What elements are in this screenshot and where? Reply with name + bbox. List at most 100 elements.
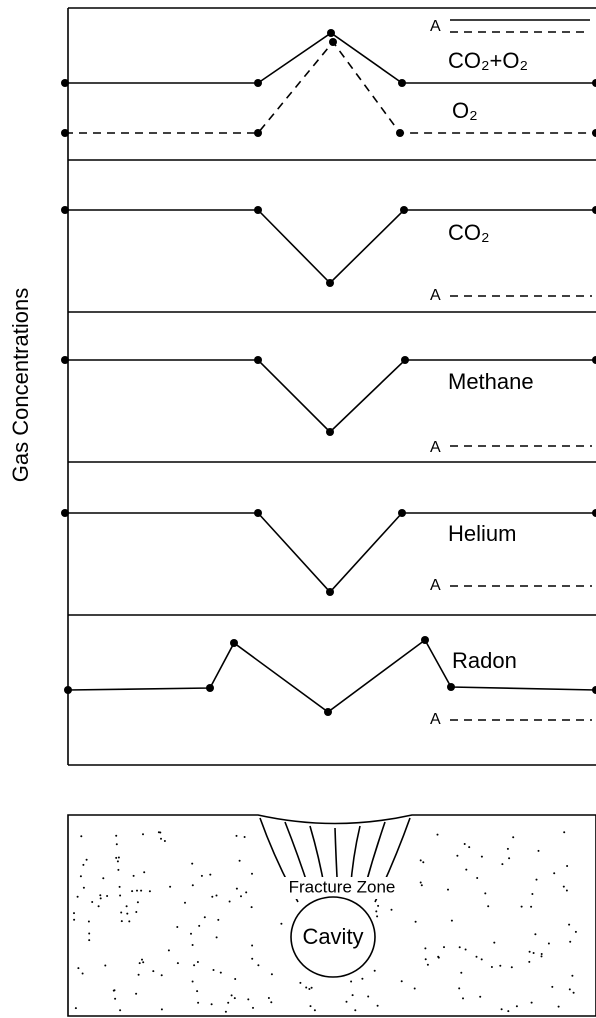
- stipple-dot: [499, 965, 501, 967]
- stipple-dot: [257, 964, 259, 966]
- stipple-dot: [137, 901, 139, 903]
- stipple-dot: [530, 906, 532, 908]
- stipple-dot: [251, 906, 253, 908]
- stipple-dot: [541, 953, 543, 955]
- stipple-dot: [305, 987, 307, 989]
- stipple-dot: [462, 997, 464, 999]
- stipple-dot: [422, 861, 424, 863]
- profile-point: [230, 639, 238, 647]
- stipple-dot: [164, 840, 166, 842]
- stipple-dot: [479, 996, 481, 998]
- stipple-dot: [168, 949, 170, 951]
- stipple-dot: [159, 832, 161, 834]
- profile-point: [254, 206, 262, 214]
- stipple-dot: [481, 856, 483, 858]
- stipple-dot: [464, 843, 466, 845]
- stipple-dot: [553, 872, 555, 874]
- stipple-dot: [476, 877, 478, 879]
- stipple-dot: [251, 945, 253, 947]
- stipple-dot: [88, 939, 90, 941]
- stipple-dot: [82, 864, 84, 866]
- stipple-dot: [458, 987, 460, 989]
- stipple-dot: [501, 1008, 503, 1010]
- stipple-dot: [310, 1005, 312, 1007]
- stipple-dot: [350, 981, 352, 983]
- stipple-dot: [99, 894, 101, 896]
- stipple-dot: [551, 986, 553, 988]
- profile-point: [254, 129, 262, 137]
- stipple-dot: [77, 896, 79, 898]
- stipple-dot: [247, 998, 249, 1000]
- stipple-dot: [541, 955, 543, 957]
- stipple-dot: [573, 992, 575, 994]
- stipple-dot: [177, 962, 179, 964]
- stipple-dot: [493, 942, 495, 944]
- stipple-dot: [236, 888, 238, 890]
- stipple-dot: [443, 946, 445, 948]
- stipple-dot: [88, 921, 90, 923]
- stipple-dot: [465, 949, 467, 951]
- stipple-dot: [115, 835, 117, 837]
- stipple-dot: [508, 857, 510, 859]
- stipple-dot: [73, 912, 75, 914]
- stipple-dot: [128, 920, 130, 922]
- stipple-dot: [558, 1006, 560, 1008]
- stipple-dot: [216, 936, 218, 938]
- marker-label: A: [430, 577, 441, 594]
- profile-point: [61, 356, 69, 364]
- profile-point: [592, 129, 596, 137]
- stipple-dot: [138, 974, 140, 976]
- stipple-dot: [216, 895, 218, 897]
- profile-point: [592, 686, 596, 694]
- stipple-dot: [311, 987, 313, 989]
- stipple-dot: [139, 962, 141, 964]
- page: Gas Concentrations A CO₂+O₂ O₂ A CO₂ A M…: [0, 0, 596, 1018]
- stipple-dot: [133, 875, 135, 877]
- stipple-dot: [116, 843, 118, 845]
- stipple-dot: [251, 958, 253, 960]
- profile-point: [326, 279, 334, 287]
- stipple-dot: [217, 919, 219, 921]
- gas-label: Methane: [448, 369, 534, 394]
- stipple-dot: [425, 958, 427, 960]
- stipple-dot: [377, 905, 379, 907]
- stipple-dot: [143, 871, 145, 873]
- stipple-dot: [538, 850, 540, 852]
- stipple-dot: [376, 915, 378, 917]
- profile-point: [254, 356, 262, 364]
- gas-label: O₂: [452, 98, 478, 123]
- profile-point: [401, 356, 409, 364]
- stipple-dot: [437, 956, 439, 958]
- stipple-dot: [401, 980, 403, 982]
- profile-point: [326, 588, 334, 596]
- stipple-dot: [299, 982, 301, 984]
- stipple-dot: [220, 972, 222, 974]
- stipple-dot: [571, 975, 573, 977]
- stipple-dot: [135, 993, 137, 995]
- profile-point: [398, 79, 406, 87]
- stipple-dot: [354, 1009, 356, 1011]
- stipple-dot: [117, 869, 119, 871]
- stipple-dot: [391, 909, 393, 911]
- stipple-dot: [106, 895, 108, 897]
- stipple-dot: [118, 857, 120, 859]
- stipple-dot: [176, 926, 178, 928]
- stipple-dot: [361, 978, 363, 980]
- fracture-zone-label: Fracture Zone: [289, 877, 396, 896]
- gas-label: Helium: [448, 521, 516, 546]
- stipple-dot: [252, 1007, 254, 1009]
- profile-point: [324, 708, 332, 716]
- stipple-dot: [420, 859, 422, 861]
- profile-point: [329, 38, 337, 46]
- profile-point: [396, 129, 404, 137]
- stipple-dot: [569, 988, 571, 990]
- stipple-dot: [192, 981, 194, 983]
- stipple-dot: [149, 890, 151, 892]
- stipple-dot: [268, 997, 270, 999]
- stipple-dot: [211, 896, 213, 898]
- profile-point: [254, 79, 262, 87]
- stipple-dot: [511, 966, 513, 968]
- profile-point: [592, 356, 596, 364]
- stipple-dot: [117, 860, 119, 862]
- stipple-dot: [516, 1005, 518, 1007]
